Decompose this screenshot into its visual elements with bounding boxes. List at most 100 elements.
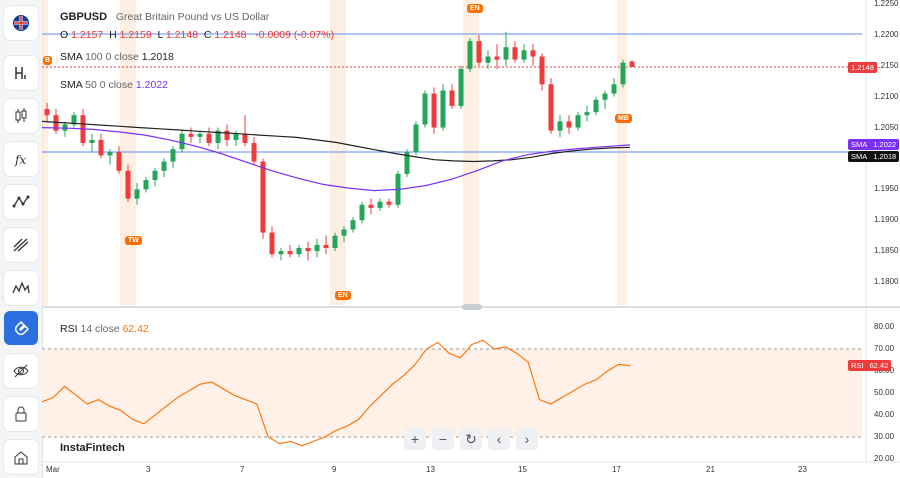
change-value: -0.0009 (-0.07%) [255, 29, 335, 41]
candle-body [125, 170, 131, 199]
candle-body [584, 112, 590, 116]
candle-body [602, 93, 608, 100]
reset-button[interactable]: ↻ [460, 428, 482, 450]
lines-icon[interactable] [4, 228, 38, 262]
zoom-in-button[interactable]: + [404, 428, 426, 450]
ohlc-row: O 1.2157 H 1.2159 L 1.2148 C 1.2148 -0.0… [60, 29, 334, 41]
close-value: 1.2148 [214, 29, 247, 41]
candle-body [575, 115, 581, 128]
chart-area[interactable]: GBPUSD Great Britain Pound vs US Dollar … [42, 0, 900, 478]
open-label: O [60, 29, 69, 41]
candle-body [476, 41, 482, 63]
candle-body [215, 130, 221, 143]
sma100-params: 100 0 close [85, 51, 139, 63]
candle-body [386, 201, 392, 205]
candle-body [98, 139, 104, 156]
svg-text:fx: fx [14, 153, 26, 167]
candle-body [206, 133, 212, 143]
lock-icon[interactable] [4, 397, 38, 431]
candle-body [197, 133, 203, 137]
price-tick-label: 1.1900 [874, 215, 899, 225]
date-tick-label: 23 [798, 465, 807, 474]
magnet-icon[interactable] [4, 311, 38, 345]
marker-mb[interactable]: MB [615, 114, 632, 123]
date-tick-label: 7 [240, 465, 245, 474]
candle-body [296, 248, 302, 255]
candle-body [440, 90, 446, 128]
symbol-header: GBPUSD Great Britain Pound vs US Dollar [60, 11, 269, 23]
candle-body [350, 220, 356, 230]
low-value: 1.2148 [165, 29, 199, 41]
candle-body [494, 56, 500, 60]
sma50-line [42, 127, 631, 192]
candle-body [53, 115, 59, 131]
high-label: H [109, 29, 117, 41]
left-toolbar: fx [0, 0, 43, 478]
date-tick-label: 9 [332, 465, 337, 474]
candle-body [233, 133, 239, 140]
candle-body [71, 115, 77, 125]
price-tick-label: 1.1950 [874, 184, 899, 194]
candle-body [305, 248, 311, 252]
low-label: L [157, 29, 163, 41]
candle-body [521, 50, 527, 60]
date-tick-label: 17 [612, 465, 621, 474]
price-tick-label: 1.2100 [874, 91, 899, 101]
candle-body [314, 244, 320, 252]
flag-icon[interactable] [4, 6, 38, 40]
price-tick-label: 1.2250 [874, 0, 899, 8]
candle-body [161, 161, 167, 171]
indicator-h-icon[interactable] [4, 56, 38, 90]
marker-tw[interactable]: TW [125, 236, 142, 245]
rsi-legend[interactable]: RSI 14 close 62.42 [60, 323, 149, 335]
rsi-label: RSI [60, 323, 78, 335]
rsi-band [42, 349, 862, 437]
rsi-tick-label: 70.00 [874, 344, 895, 353]
open-value: 1.2157 [71, 29, 104, 41]
symbol-name: GBPUSD [60, 11, 108, 23]
scroll-left-button[interactable]: ‹ [488, 428, 510, 450]
waves-icon[interactable] [4, 271, 38, 305]
candle-body [224, 130, 230, 140]
date-tick-label: 13 [426, 465, 435, 474]
candle-body [341, 229, 347, 236]
scroll-right-button[interactable]: › [516, 428, 538, 450]
candle-body [89, 139, 95, 143]
pattern-icon[interactable] [4, 185, 38, 219]
sma100-value: 1.2018 [141, 51, 174, 63]
sma50-value: 1.2022 [135, 79, 169, 91]
marker-en-1[interactable]: EN [335, 291, 351, 300]
candle-body [404, 152, 410, 174]
candle-body [611, 84, 617, 94]
candle-body [278, 251, 284, 255]
rsi-price-tag: RSI 62.42 [848, 360, 892, 371]
candle-body [503, 47, 509, 60]
close-label: C [203, 29, 212, 41]
eye-off-icon[interactable] [4, 354, 38, 388]
marker-b[interactable]: B [43, 56, 53, 65]
sma100-line [42, 120, 631, 163]
candle-body [629, 61, 635, 68]
price-tick-label: 1.1800 [874, 277, 899, 286]
rsi-tick-label: 80.00 [874, 322, 895, 331]
last-price-tag: 1.2148 [848, 62, 877, 73]
fx-icon[interactable]: fx [4, 142, 38, 176]
candle-body [539, 56, 545, 85]
candles-icon[interactable] [4, 99, 38, 133]
candle-body [566, 121, 572, 128]
home-icon[interactable] [4, 440, 38, 474]
candle-body [323, 244, 329, 249]
price-tick-label: 1.1850 [874, 246, 899, 256]
candle-body [143, 180, 149, 190]
candle-body [548, 84, 554, 131]
candle-body [422, 93, 428, 125]
candle-body [152, 170, 158, 181]
zoom-out-button[interactable]: − [432, 428, 454, 450]
marker-en-2[interactable]: EN [467, 4, 483, 13]
sma50-legend[interactable]: SMA 50 0 close 1.2022 [60, 79, 168, 91]
sma100-label: SMA [60, 51, 83, 63]
sma100-legend[interactable]: SMA 100 0 close 1.2018 [60, 51, 174, 63]
rsi-tick-label: 30.00 [874, 432, 895, 441]
candle-body [557, 121, 563, 131]
chart-canvas[interactable] [42, 0, 900, 478]
